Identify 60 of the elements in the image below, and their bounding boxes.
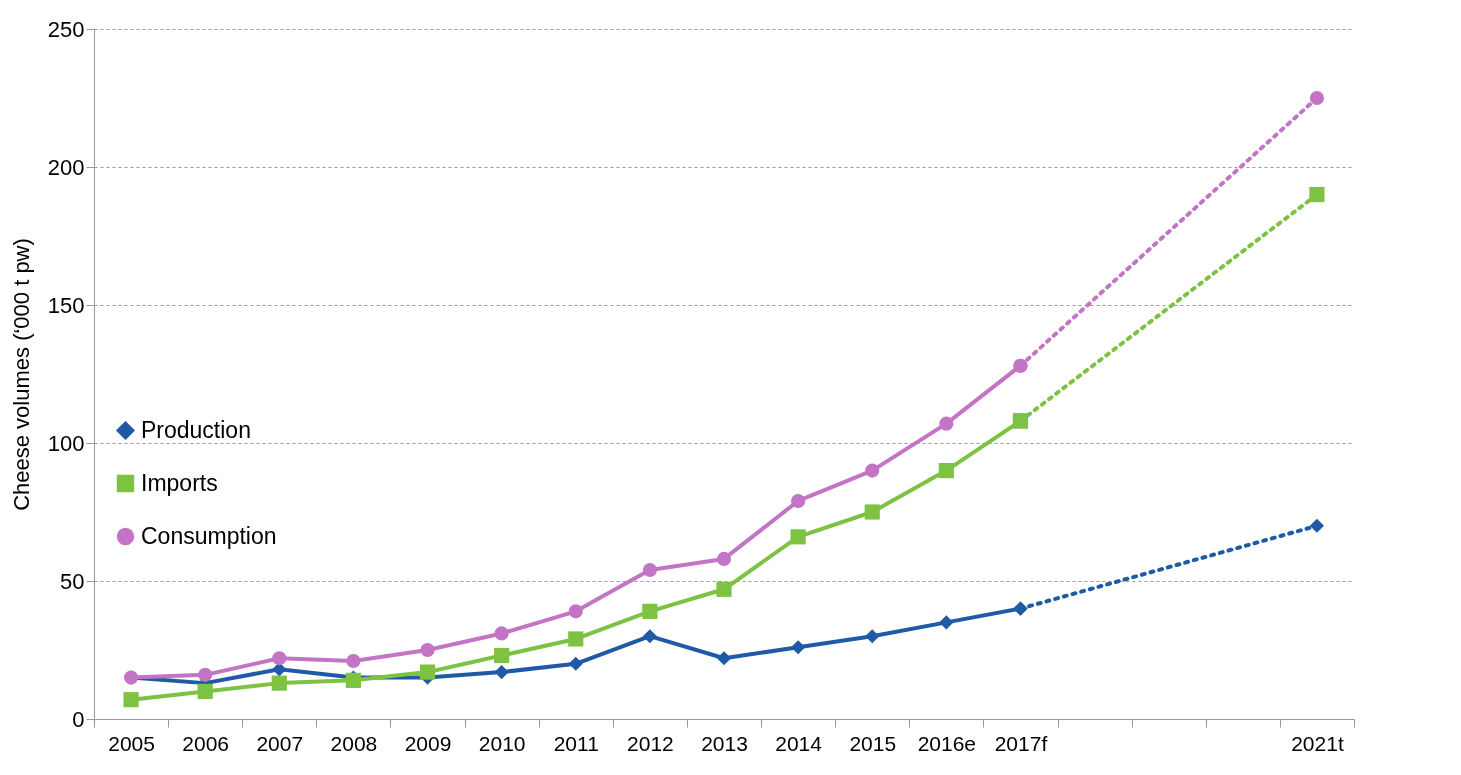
point [123,692,139,708]
y-tick-label: 0 [72,706,85,732]
x-tick-label: 2011 [553,731,599,755]
point [1309,518,1325,533]
x-tick-label: 2006 [182,731,230,755]
y-tick-label: 250 [47,16,85,42]
x-tick-label: 2013 [701,731,748,755]
point [346,653,361,669]
x-tick-label: 2005 [108,731,155,755]
point [272,651,287,666]
x-tick-label: 2016e [917,731,977,755]
point [938,463,954,479]
point [420,642,435,658]
point [1013,601,1028,616]
point [419,664,436,680]
point [568,656,583,671]
y-tick-label: 200 [47,154,85,180]
point [494,626,509,641]
point [568,631,584,647]
x-tick-label: 2008 [330,731,378,755]
point [642,603,658,619]
legend-label: Imports [141,469,218,496]
legend-label: Production [141,416,251,443]
point [642,562,657,578]
point [197,683,213,699]
point [568,604,583,619]
x-tick-label: 2014 [775,731,823,755]
point [272,662,287,677]
point [790,529,806,545]
y-tick-label: 100 [47,430,85,456]
point [939,615,954,630]
point [716,551,732,566]
point [791,640,806,655]
y-axis-title: Cheese volumes (‘000 t pw) [8,238,34,511]
point [864,504,880,520]
point [716,581,732,597]
point [865,463,880,478]
point [791,493,806,509]
x-tick-label: 2021t [1291,731,1344,755]
point [642,629,657,644]
y-tick-label: 150 [47,292,85,318]
point [716,651,732,666]
point [939,416,954,431]
point [271,675,287,691]
legend-label: Consumption [141,522,277,549]
point [494,665,509,680]
y-tick-label: 50 [60,568,85,594]
x-tick-label: 2017f [994,731,1048,755]
point [494,647,510,664]
x-tick-label: 2007 [256,731,304,755]
x-tick-label: 2010 [478,731,526,755]
point [1309,90,1325,106]
point [1013,358,1028,373]
point [865,629,880,644]
point [198,667,213,682]
point [1309,187,1325,203]
x-tick-label: 2009 [404,731,452,755]
point [1012,413,1029,429]
x-tick-label: 2012 [627,731,674,755]
x-tick-label: 2015 [849,731,897,755]
